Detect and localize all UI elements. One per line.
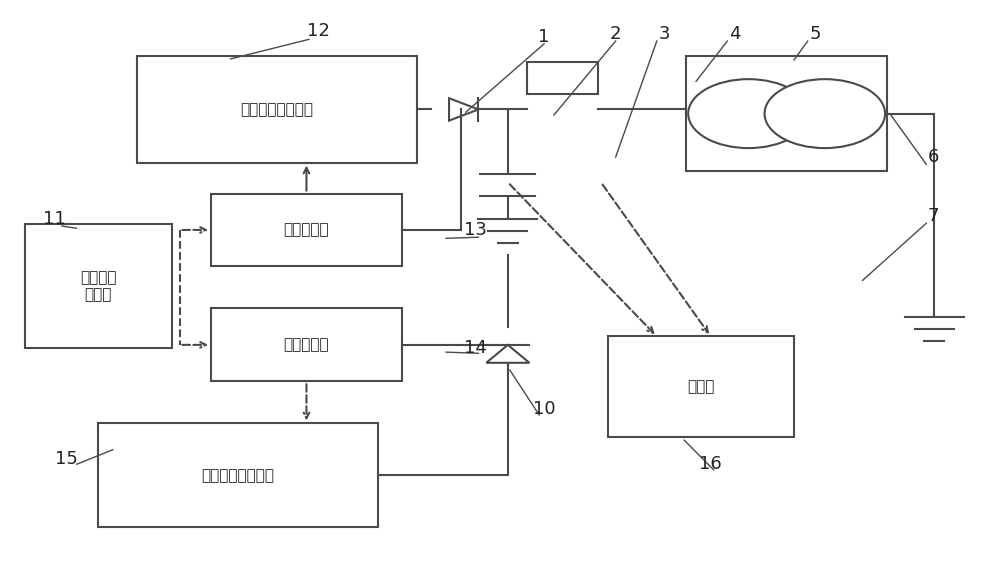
Bar bbox=[608, 336, 794, 438]
Text: 时间延时
触发器: 时间延时 触发器 bbox=[80, 270, 116, 302]
Bar bbox=[137, 56, 417, 162]
Bar bbox=[527, 62, 598, 94]
Text: 3: 3 bbox=[659, 25, 670, 43]
Text: 第二控制器: 第二控制器 bbox=[284, 337, 329, 352]
Bar bbox=[686, 56, 887, 171]
Bar bbox=[211, 193, 402, 267]
Text: 15: 15 bbox=[55, 450, 78, 468]
Text: 示波器: 示波器 bbox=[687, 379, 715, 395]
Text: 5: 5 bbox=[810, 25, 821, 43]
Circle shape bbox=[765, 79, 885, 148]
Text: 11: 11 bbox=[43, 210, 65, 228]
Text: 16: 16 bbox=[699, 455, 722, 473]
Bar bbox=[98, 423, 378, 527]
Text: 13: 13 bbox=[464, 221, 487, 239]
Text: 14: 14 bbox=[464, 339, 487, 357]
Bar bbox=[211, 308, 402, 382]
Text: 1: 1 bbox=[538, 27, 550, 46]
Circle shape bbox=[688, 79, 809, 148]
Text: 6: 6 bbox=[927, 148, 939, 166]
Text: 4: 4 bbox=[729, 25, 741, 43]
Text: 12: 12 bbox=[307, 22, 330, 40]
Text: 第二高压脉冲电源: 第二高压脉冲电源 bbox=[201, 468, 274, 483]
Polygon shape bbox=[486, 345, 529, 363]
Text: 第一高压脉冲电源: 第一高压脉冲电源 bbox=[241, 102, 314, 117]
Bar bbox=[25, 224, 172, 348]
Text: 第一控制器: 第一控制器 bbox=[284, 223, 329, 237]
Text: 10: 10 bbox=[533, 400, 555, 418]
Polygon shape bbox=[449, 98, 478, 121]
Text: 2: 2 bbox=[610, 25, 621, 43]
Text: 7: 7 bbox=[927, 207, 939, 225]
